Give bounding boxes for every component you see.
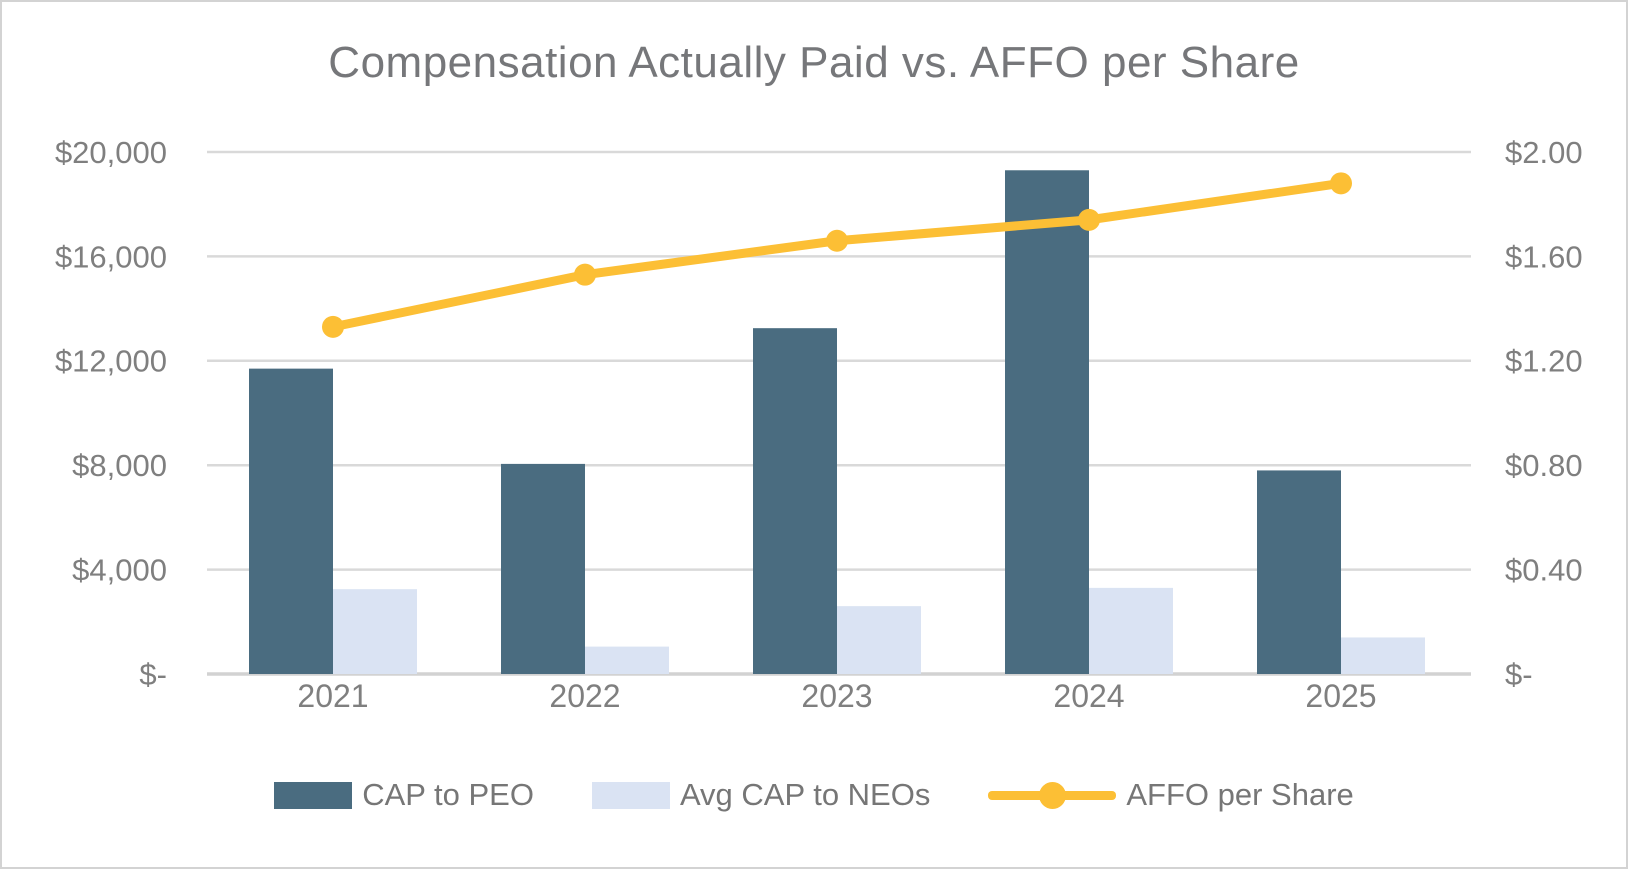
affo-per-share-marker <box>826 229 848 252</box>
bar-avg-cap-to-neos <box>333 589 417 674</box>
affo-per-share-marker <box>322 315 344 338</box>
bar-avg-cap-to-neos <box>1089 587 1173 674</box>
right-axis-tick-label: $0.80 <box>1505 448 1583 483</box>
legend: CAP to PEO Avg CAP to NEOs AFFO per Shar… <box>2 777 1626 813</box>
x-axis-year-label: 2022 <box>549 678 620 714</box>
left-axis-tick-label: $- <box>139 657 167 692</box>
legend-item-avg-cap-to-neos: Avg CAP to NEOs <box>591 777 931 813</box>
right-axis-tick-label: $2.00 <box>1505 135 1583 170</box>
chart-title: Compensation Actually Paid vs. AFFO per … <box>328 38 1300 87</box>
bar-cap-to-peo <box>1005 170 1089 674</box>
affo-per-share-marker <box>574 263 596 286</box>
bar-avg-cap-to-neos <box>1341 637 1425 674</box>
affo-per-share-line <box>328 178 1346 332</box>
avg-cap-to-neos-swatch-icon <box>591 781 670 809</box>
legend-label-cap-to-peo: CAP to PEO <box>362 777 534 812</box>
affo-line-swatch-dot <box>1038 781 1066 809</box>
right-axis-tick-label: $1.20 <box>1505 344 1583 379</box>
cap-to-peo-swatch-icon <box>274 781 353 809</box>
left-axis-tick-label: $12,000 <box>55 344 167 379</box>
legend-item-cap-to-peo: CAP to PEO <box>274 777 534 813</box>
affo-per-share-marker <box>1330 172 1352 195</box>
legend-item-affo-per-share: AFFO per Share <box>988 777 1354 813</box>
left-axis-tick-label: $20,000 <box>55 135 167 170</box>
x-axis-year-label: 2025 <box>1305 678 1376 714</box>
right-axis-tick-label: $0.40 <box>1505 552 1583 587</box>
affo-per-share-marker <box>1078 208 1100 231</box>
right-axis-tick-label: $1.60 <box>1505 239 1583 274</box>
left-axis-tick-label: $4,000 <box>72 552 167 587</box>
bar-cap-to-peo <box>249 368 333 674</box>
bar-avg-cap-to-neos <box>837 606 921 674</box>
bar-avg-cap-to-neos <box>585 646 669 674</box>
left-axis-tick-label: $16,000 <box>55 239 167 274</box>
x-axis-year-label: 2023 <box>801 678 872 714</box>
bar-cap-to-peo <box>501 463 585 674</box>
affo-per-share-line-swatch-icon <box>988 781 1117 809</box>
bar-cap-to-peo <box>753 328 837 674</box>
legend-label-affo-per-share: AFFO per Share <box>1126 777 1354 812</box>
x-axis-year-label: 2021 <box>297 678 368 714</box>
left-axis-tick-label: $8,000 <box>72 448 167 483</box>
x-axis-year-label: 2024 <box>1053 678 1124 714</box>
legend-label-avg-cap-to-neos: Avg CAP to NEOs <box>679 777 931 812</box>
bar-cap-to-peo <box>1257 470 1341 674</box>
right-axis-tick-label: $- <box>1505 657 1533 692</box>
